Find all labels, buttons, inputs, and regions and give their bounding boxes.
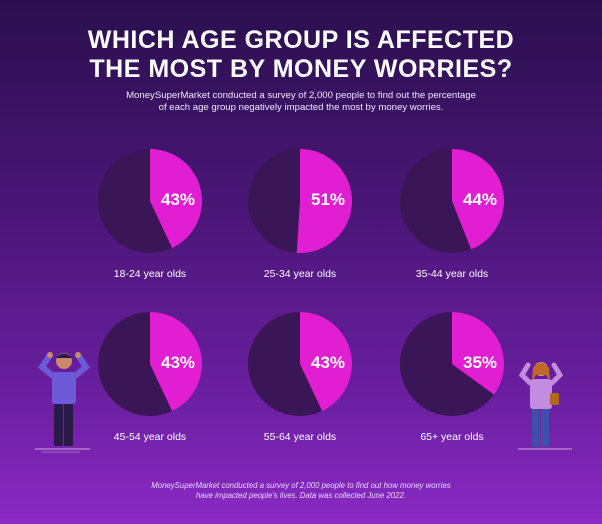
footnote-line-1: MoneySuperMarket conducted a survey of 2…: [151, 481, 451, 490]
category-label: 25-34 year olds: [264, 268, 336, 280]
pie-chart-5: 43% 55-64 year olds: [248, 311, 353, 443]
category-label: 45-54 year olds: [114, 431, 186, 443]
stressed-man-illustration: [35, 352, 91, 453]
worried-woman-illustration: [518, 362, 572, 450]
pie-slice: [452, 149, 504, 250]
category-label: 65+ year olds: [420, 431, 483, 443]
pie-chart-2: 51% 25-34 year olds: [248, 148, 353, 280]
footnote: MoneySuperMarket conducted a survey of 2…: [0, 481, 602, 501]
category-label: 35-44 year olds: [416, 268, 488, 280]
title-line-1: WHICH AGE GROUP IS AFFECTED: [87, 26, 515, 54]
pie-chart-4: 43% 45-54 year olds: [98, 312, 203, 443]
category-label: 18-24 year olds: [114, 268, 186, 280]
data-label: 43%: [161, 353, 195, 372]
subtitle: MoneySuperMarket conducted a survey of 2…: [0, 90, 602, 114]
data-label: 51%: [311, 190, 345, 209]
pie-slice: [150, 312, 203, 412]
pie-chart-3: 44% 35-44 year olds: [400, 149, 504, 280]
pie-slice: [300, 311, 353, 412]
pie-chart-1: 43% 18-24 year olds: [98, 149, 202, 280]
data-label: 35%: [463, 353, 497, 372]
data-label: 43%: [161, 190, 195, 209]
category-label: 55-64 year olds: [264, 431, 336, 443]
data-label: 43%: [311, 353, 345, 372]
pie-slice: [452, 312, 505, 395]
pie-slice: [296, 148, 353, 254]
subtitle-line-2: of each age group negatively impacted th…: [158, 102, 444, 113]
pie-chart-6: 35% 65+ year olds: [400, 312, 505, 443]
footnote-line-2: have impacted people's lives. Data was c…: [196, 491, 406, 500]
page-title: WHICH AGE GROUP IS AFFECTED THE MOST BY …: [0, 26, 602, 84]
subtitle-line-1: MoneySuperMarket conducted a survey of 2…: [126, 90, 476, 101]
pie-slice: [150, 149, 202, 249]
title-line-2: THE MOST BY MONEY WORRIES?: [89, 55, 513, 83]
data-label: 44%: [463, 190, 497, 209]
